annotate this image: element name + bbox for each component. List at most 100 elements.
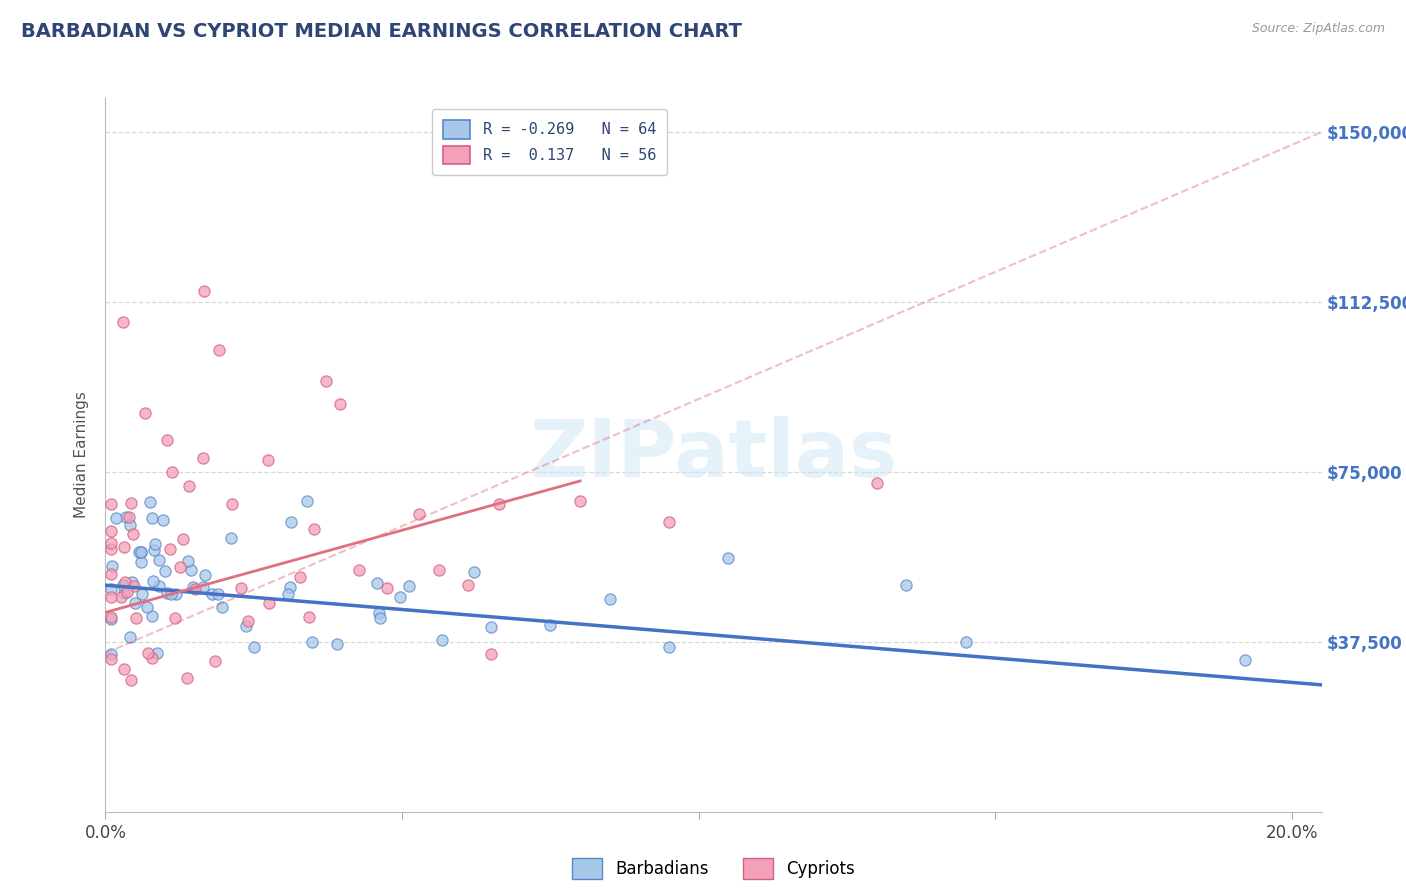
Point [121, 575, 143, 590]
Point [257, 453, 280, 467]
Point [129, 555, 152, 569]
Point [221, 497, 243, 511]
Point [325, 637, 347, 651]
Point [717, 551, 740, 566]
Point [207, 586, 229, 600]
Point [159, 542, 181, 557]
Point [100, 582, 122, 597]
Point [141, 609, 163, 624]
Point [160, 587, 183, 601]
Point [599, 591, 621, 606]
Point [302, 522, 325, 536]
Point [100, 591, 122, 605]
Point [208, 343, 231, 357]
Point [176, 671, 198, 685]
Point [191, 451, 214, 466]
Point [366, 576, 388, 591]
Point [193, 581, 215, 595]
Point [955, 635, 977, 649]
Point [143, 543, 166, 558]
Point [165, 611, 187, 625]
Point [148, 553, 170, 567]
Point [112, 315, 135, 329]
Point [110, 590, 132, 604]
Point [124, 579, 146, 593]
Point [368, 606, 391, 620]
Point [184, 582, 207, 597]
Point [152, 513, 174, 527]
Point [146, 646, 169, 660]
Point [204, 655, 226, 669]
Point [238, 614, 260, 628]
Point [479, 647, 502, 661]
Point [122, 527, 145, 541]
Point [153, 564, 176, 578]
Point [201, 587, 224, 601]
Point [124, 596, 146, 610]
Point [129, 544, 152, 558]
Point [112, 586, 135, 600]
Point [165, 587, 187, 601]
Point [569, 493, 592, 508]
Point [148, 579, 170, 593]
Point [427, 563, 450, 577]
Point [100, 567, 122, 582]
Text: ZIPatlas: ZIPatlas [530, 416, 897, 494]
Point [134, 406, 156, 420]
Point [100, 536, 122, 550]
Point [375, 581, 398, 595]
Point [219, 531, 242, 545]
Point [329, 397, 352, 411]
Point [398, 579, 420, 593]
Point [280, 516, 302, 530]
Point [388, 590, 411, 604]
Point [100, 541, 122, 556]
Point [177, 554, 200, 568]
Point [194, 567, 217, 582]
Point [235, 618, 257, 632]
Point [141, 651, 163, 665]
Point [156, 433, 179, 447]
Point [1233, 652, 1256, 666]
Text: BARBADIAN VS CYPRIOT MEDIAN EARNINGS CORRELATION CHART: BARBADIAN VS CYPRIOT MEDIAN EARNINGS COR… [21, 22, 742, 41]
Point [277, 587, 299, 601]
Point [368, 611, 391, 625]
Point [193, 284, 215, 298]
Y-axis label: Median Earnings: Median Earnings [75, 392, 90, 518]
Point [142, 574, 165, 588]
Point [243, 640, 266, 655]
Point [288, 570, 311, 584]
Point [156, 586, 179, 600]
Point [658, 640, 681, 654]
Point [120, 495, 142, 509]
Point [297, 494, 319, 508]
Point [479, 620, 502, 634]
Point [100, 652, 122, 666]
Point [177, 478, 200, 492]
Point [131, 587, 153, 601]
Point [408, 507, 430, 521]
Point [100, 610, 122, 624]
Point [169, 559, 191, 574]
Point [114, 574, 136, 589]
Point [125, 611, 148, 625]
Point [136, 646, 159, 660]
Point [315, 374, 337, 388]
Point [145, 537, 167, 551]
Point [115, 585, 138, 599]
Point [430, 632, 453, 647]
Legend: Barbadians, Cypriots: Barbadians, Cypriots [565, 852, 862, 886]
Point [120, 518, 142, 533]
Point [128, 544, 150, 558]
Text: Source: ZipAtlas.com: Source: ZipAtlas.com [1251, 22, 1385, 36]
Point [139, 495, 162, 509]
Point [141, 510, 163, 524]
Point [112, 578, 135, 592]
Point [135, 600, 157, 615]
Point [181, 580, 204, 594]
Point [896, 578, 918, 592]
Point [112, 662, 135, 676]
Point [120, 673, 142, 688]
Point [463, 565, 485, 579]
Point [100, 648, 122, 662]
